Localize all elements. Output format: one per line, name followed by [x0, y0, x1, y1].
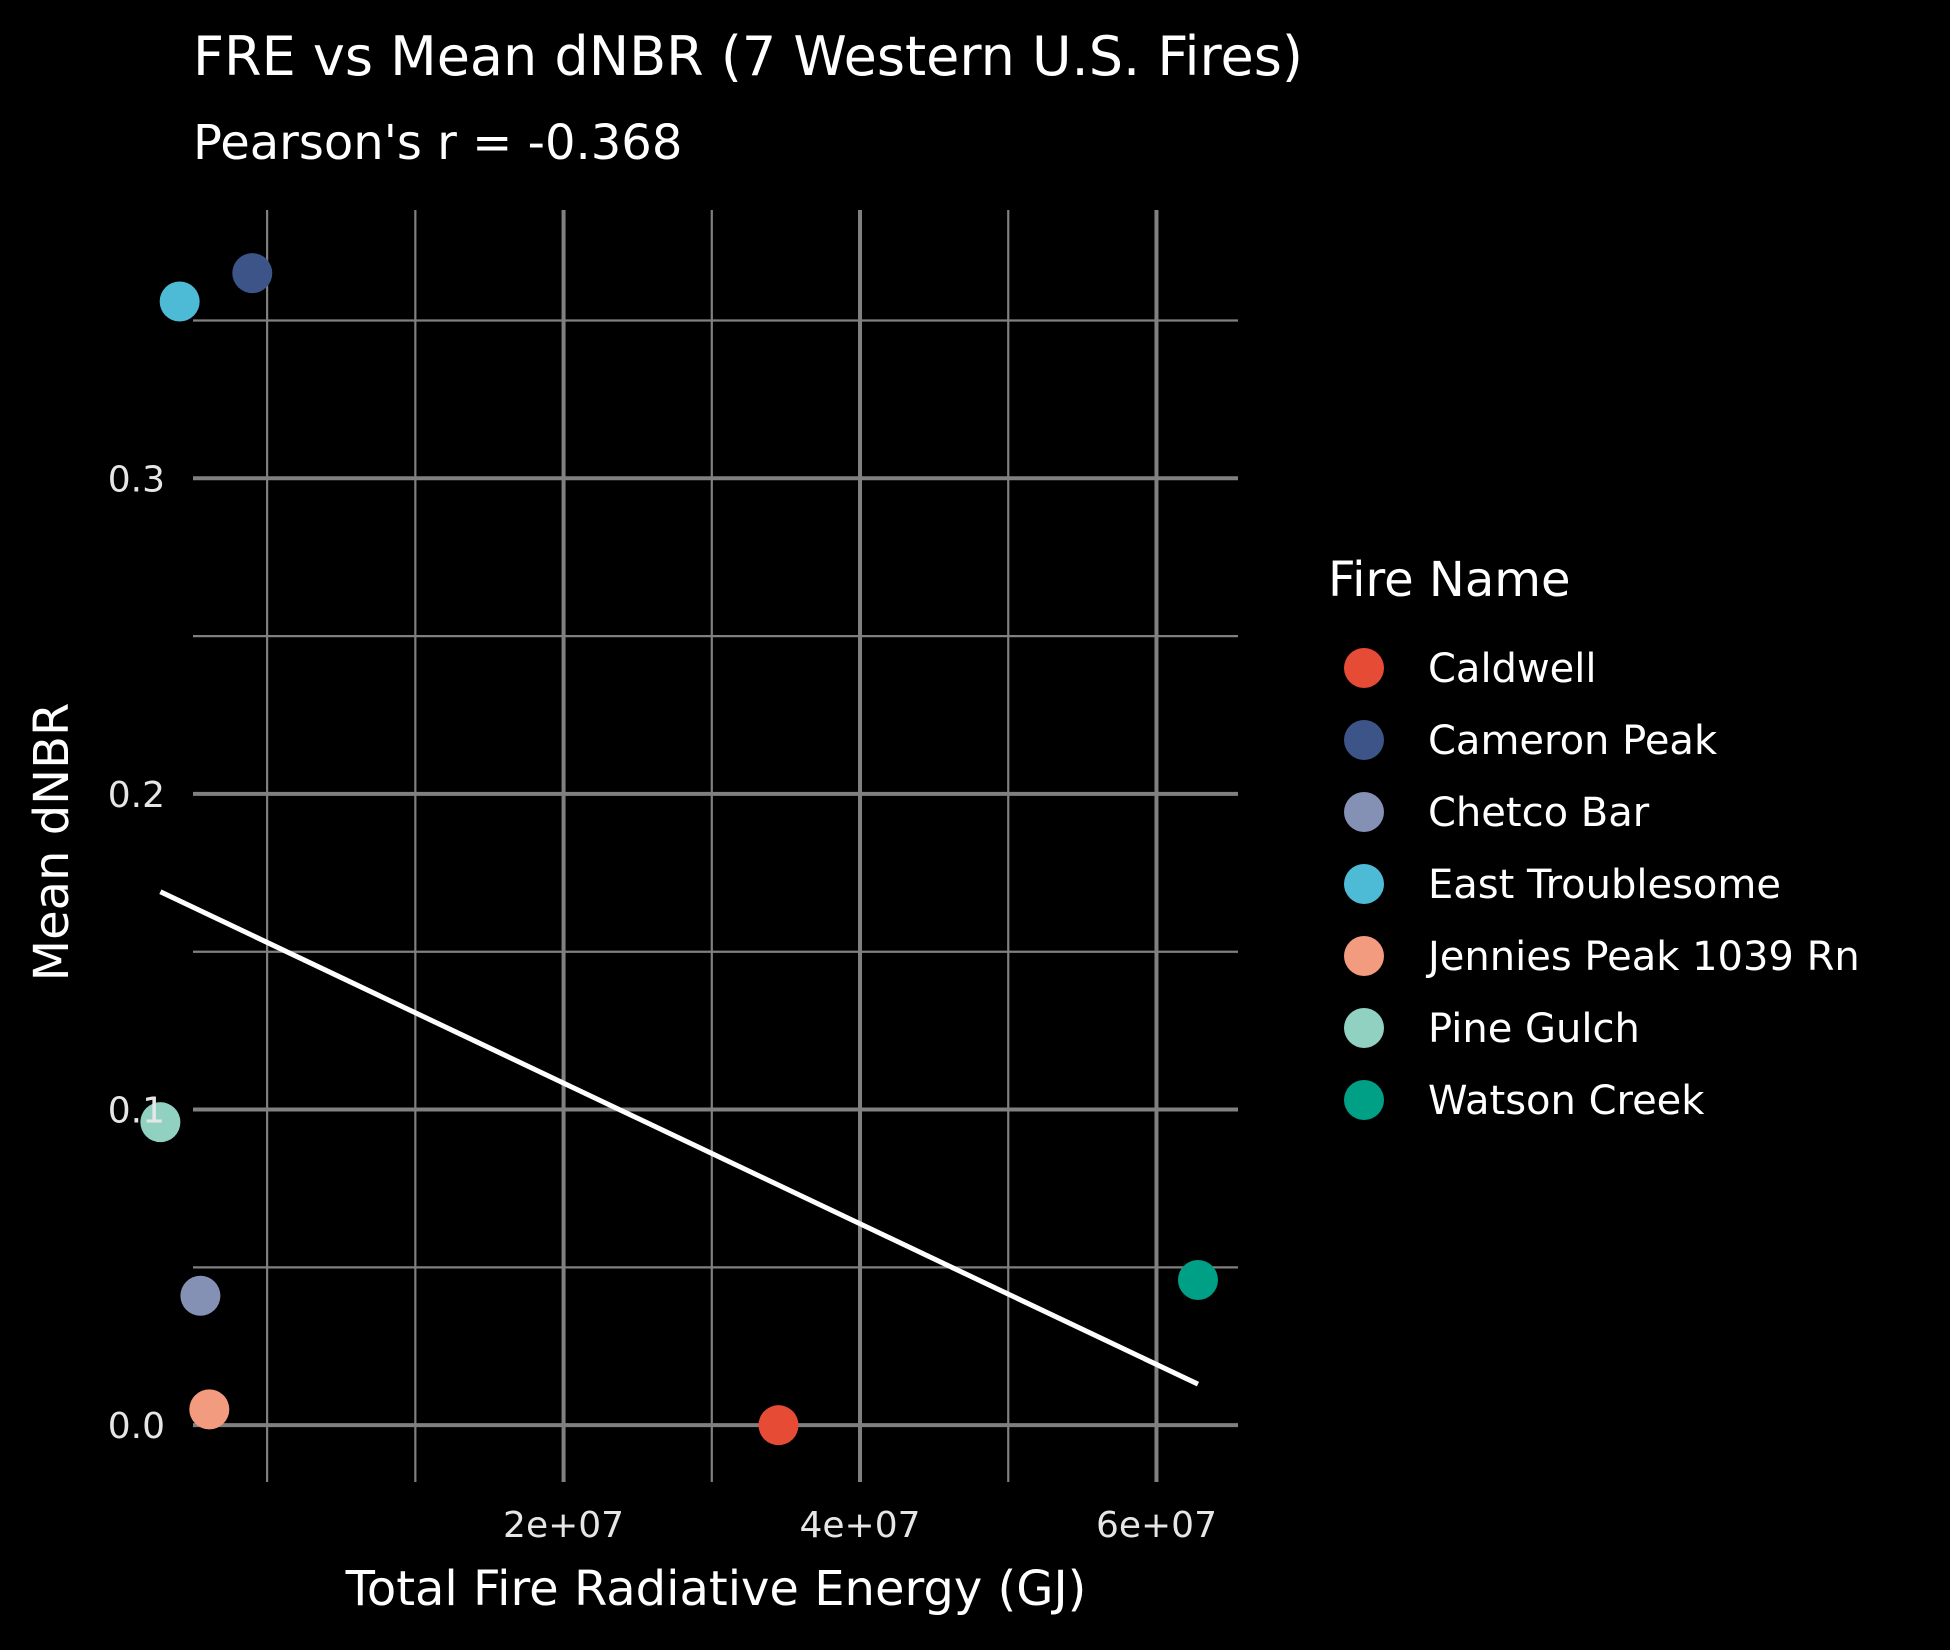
y-axis-ticks: 0.0 0.1 0.2 0.3: [108, 459, 165, 1447]
chart-title: FRE vs Mean dNBR (7 Western U.S. Fires): [193, 25, 1303, 88]
data-point: [232, 253, 273, 294]
legend-swatch: [1344, 936, 1384, 976]
legend-label: Watson Creek: [1428, 1078, 1705, 1124]
legend: Fire Name Caldwell Cameron Peak Chetco Bar…: [1328, 552, 1860, 1124]
legend-items: Caldwell Cameron Peak Chetco Bar East Troub…: [1344, 646, 1860, 1124]
x-axis-ticks: 2e+07 4e+07 6e+07: [503, 1505, 1217, 1546]
data-points: [140, 253, 1218, 1446]
x-tick-label: 4e+07: [800, 1505, 921, 1546]
x-axis-title: Total Fire Radiative Energy (GJ): [345, 1561, 1087, 1617]
y-tick-label: 0.3: [108, 459, 165, 500]
y-tick-label: 0.1: [108, 1091, 165, 1132]
y-tick-label: 0.0: [108, 1406, 165, 1447]
y-axis-title: Mean dNBR: [24, 703, 80, 982]
legend-label: Cameron Peak: [1428, 718, 1718, 764]
data-point: [140, 1102, 181, 1143]
legend-label: Pine Gulch: [1428, 1006, 1640, 1052]
data-point: [180, 1275, 221, 1316]
trend-line: [159, 889, 1200, 1387]
legend-label: Jennies Peak 1039 Rn: [1425, 934, 1860, 980]
data-point: [189, 1389, 230, 1430]
trend-line-group: [159, 889, 1200, 1387]
x-tick-label: 2e+07: [503, 1505, 624, 1546]
legend-label: Caldwell: [1428, 646, 1597, 692]
data-point: [758, 1405, 799, 1446]
chart-subtitle: Pearson's r = -0.368: [193, 115, 682, 171]
x-tick-label: 6e+07: [1096, 1505, 1217, 1546]
legend-swatch: [1344, 648, 1384, 688]
y-tick-label: 0.2: [108, 775, 165, 816]
data-point: [1177, 1259, 1218, 1300]
legend-label: East Troublesome: [1428, 862, 1781, 908]
legend-swatch: [1344, 1008, 1384, 1048]
legend-swatch: [1344, 720, 1384, 760]
legend-swatch: [1344, 792, 1384, 832]
legend-label: Chetco Bar: [1428, 790, 1650, 836]
data-point: [159, 281, 200, 322]
legend-swatch: [1344, 1080, 1384, 1120]
legend-swatch: [1344, 864, 1384, 904]
legend-title: Fire Name: [1328, 552, 1571, 608]
grid: [193, 210, 1238, 1482]
